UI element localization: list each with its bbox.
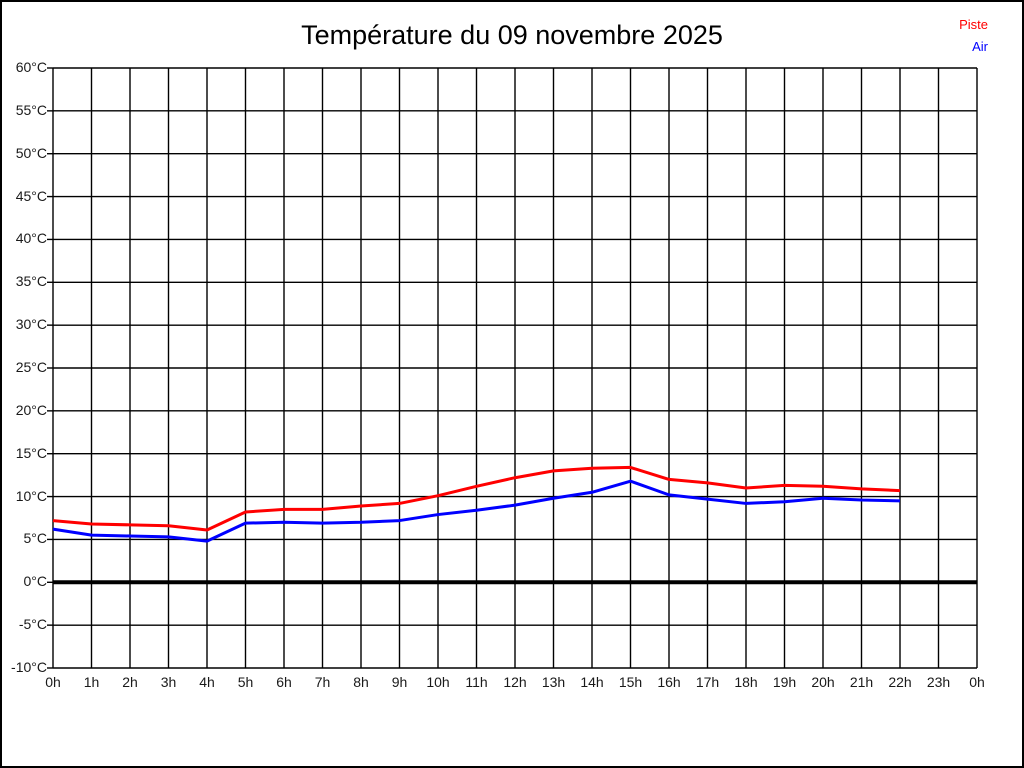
x-tick-label: 19h	[772, 674, 797, 690]
x-tick-label: 15h	[618, 674, 643, 690]
x-tick-label: 12h	[503, 674, 527, 690]
x-tick-label: 0h	[45, 674, 61, 690]
y-tick-label: 50°C	[15, 144, 47, 161]
chart-canvas	[47, 67, 978, 669]
y-tick-label: -5°C	[18, 616, 47, 633]
y-tick-label: 0°C	[23, 573, 48, 590]
y-tick-label: 10°C	[15, 487, 47, 504]
legend-item-air: Air	[972, 39, 988, 54]
y-tick-label: 60°C	[15, 59, 47, 75]
x-tick-label: 9h	[391, 674, 408, 690]
x-tick-label: 21h	[849, 674, 874, 690]
x-tick-label: 8h	[353, 674, 369, 690]
x-tick-label: 18h	[734, 674, 758, 690]
y-tick-label: 55°C	[15, 101, 47, 118]
x-tick-label: 11h	[465, 674, 488, 690]
chart-title: Température du 09 novembre 2025	[301, 20, 723, 50]
x-tick-label: 23h	[926, 674, 951, 690]
y-tick-label: 45°C	[15, 187, 47, 204]
plot-area	[47, 67, 978, 669]
x-tick-label: 4h	[199, 674, 215, 690]
x-tick-label: 5h	[237, 674, 254, 690]
y-tick-label: -10°C	[11, 659, 47, 675]
x-tick-label: 7h	[314, 674, 331, 690]
x-tick-label: 22h	[888, 674, 912, 690]
x-tick-label: 17h	[695, 674, 720, 690]
y-tick-label: 40°C	[15, 230, 47, 247]
y-tick-label: 5°C	[23, 530, 48, 547]
series-line-air	[52, 479, 901, 543]
x-tick-label: 2h	[122, 674, 138, 690]
x-tick-label: 0h	[969, 674, 985, 690]
y-tick-label: 30°C	[15, 316, 47, 333]
x-tick-label: 1h	[83, 674, 100, 690]
legend-item-piste: Piste	[959, 17, 988, 32]
x-tick-label: 16h	[657, 674, 681, 690]
x-tick-label: 13h	[541, 674, 566, 690]
y-tick-label: 15°C	[15, 444, 47, 461]
legend: Piste Air	[959, 14, 988, 58]
x-tick-label: 10h	[426, 674, 450, 690]
x-tick-label: 14h	[580, 674, 604, 690]
series-line-piste	[52, 465, 901, 532]
x-tick-label: 6h	[276, 674, 292, 690]
y-tick-label: 35°C	[15, 273, 47, 290]
y-tick-label: 20°C	[15, 401, 47, 418]
y-tick-label: 25°C	[15, 359, 47, 375]
x-tick-label: 3h	[160, 674, 177, 690]
x-tick-label: 20h	[811, 674, 835, 690]
